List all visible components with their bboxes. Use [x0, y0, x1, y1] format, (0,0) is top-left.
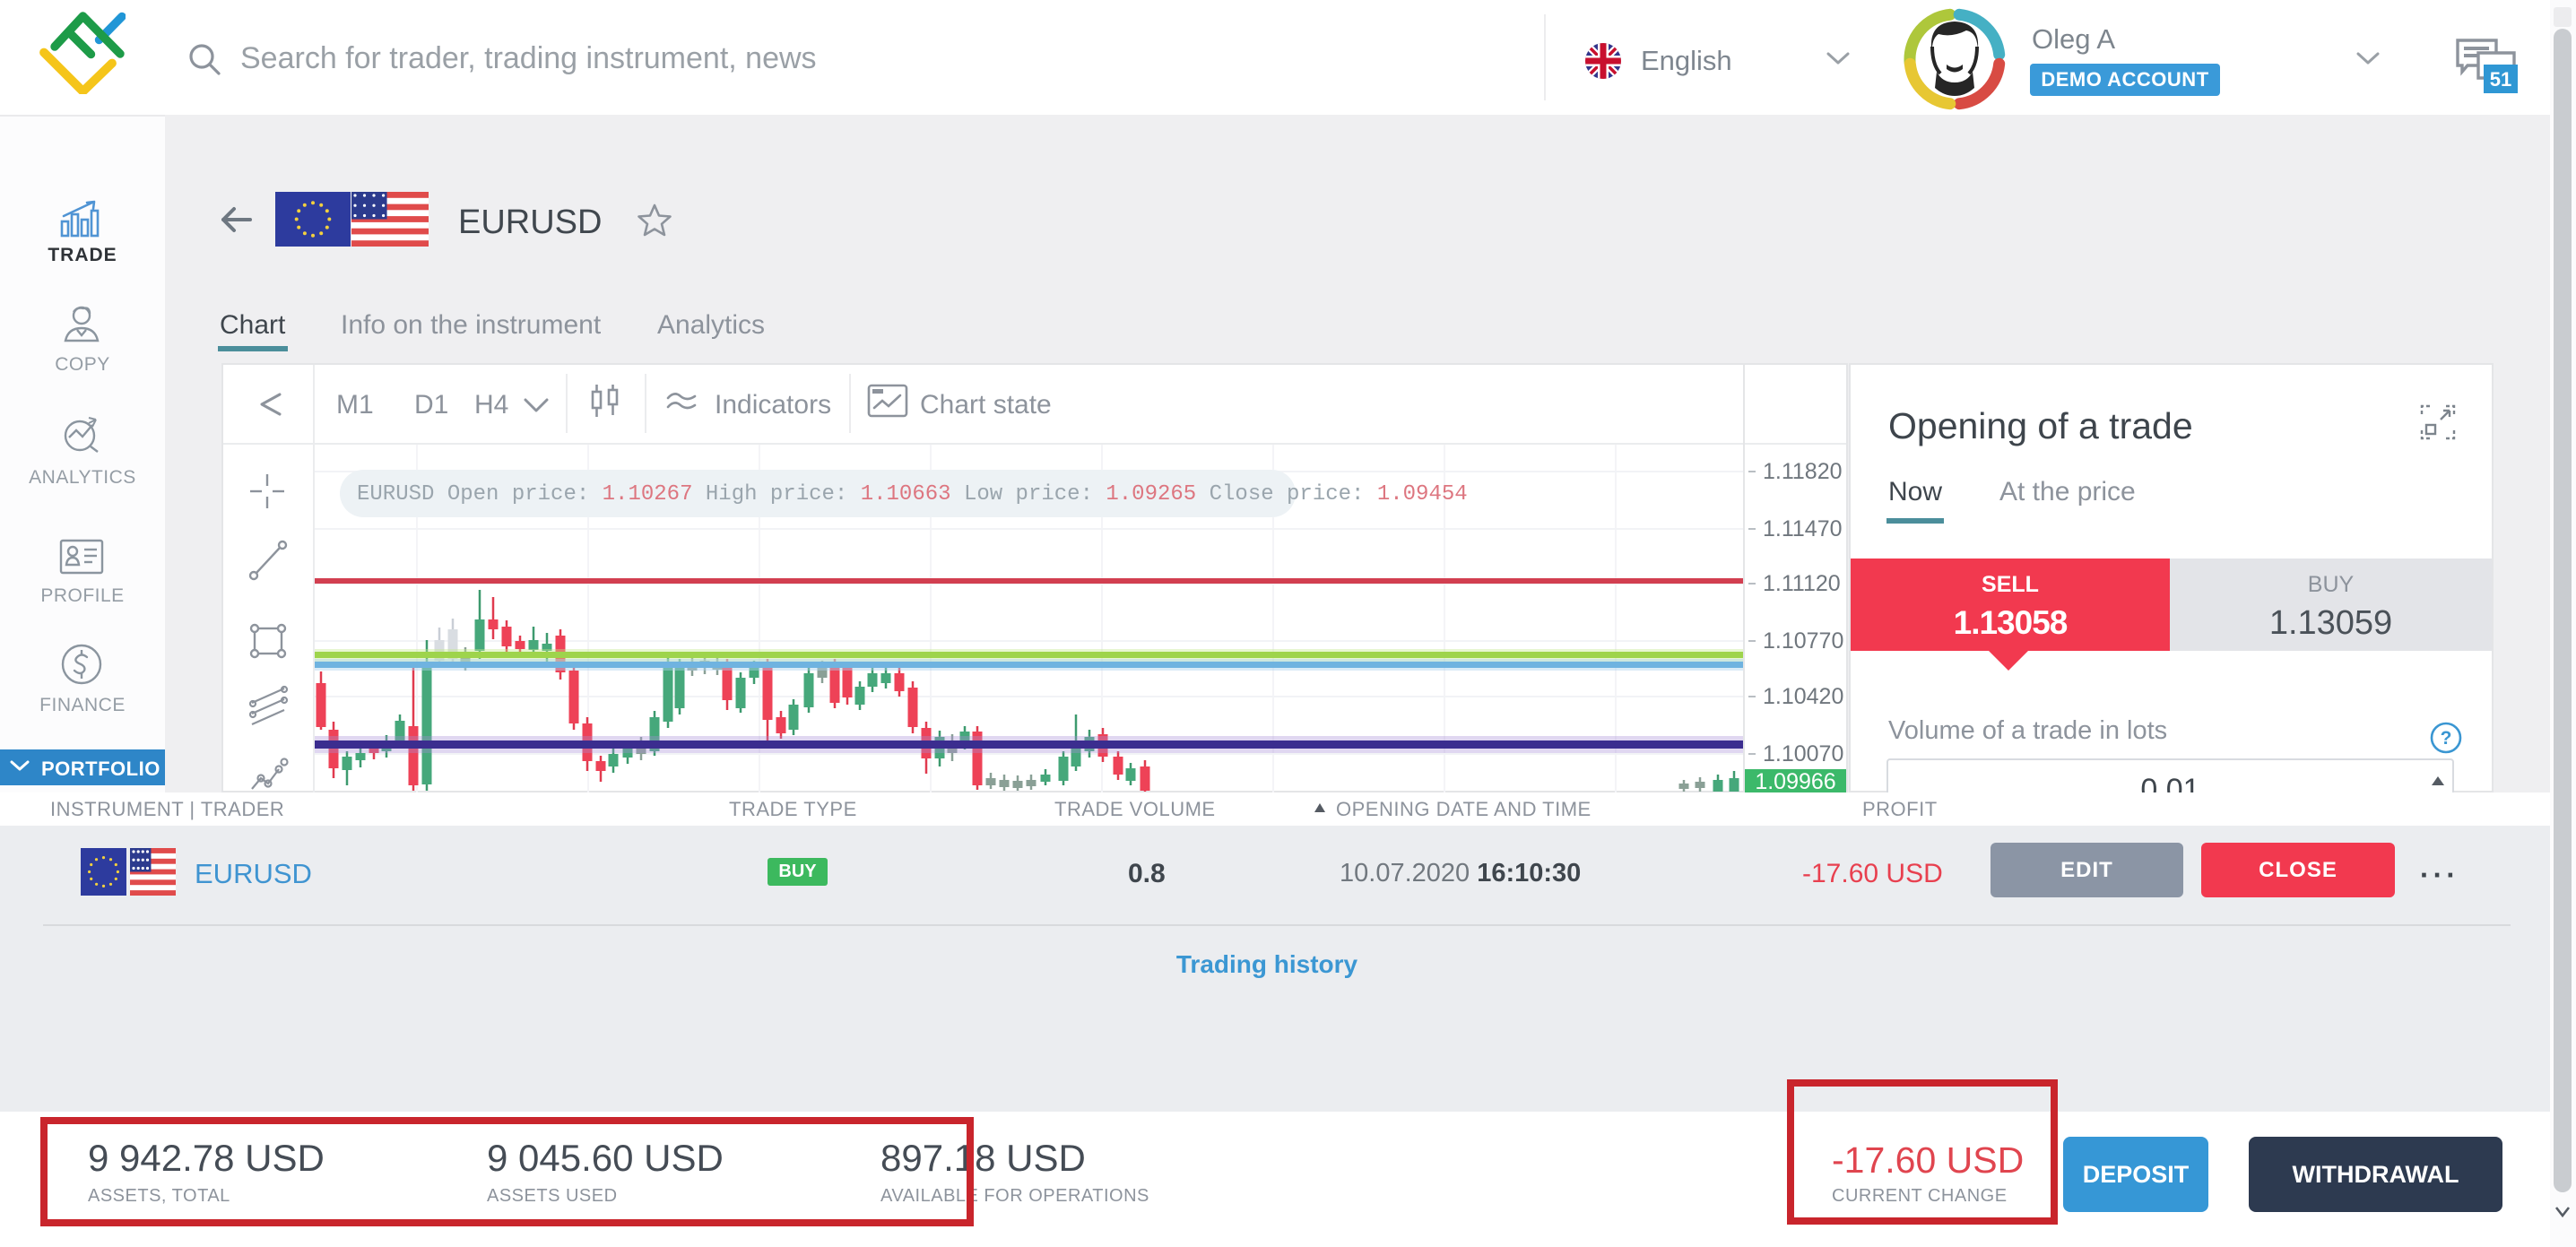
svg-text:?: ? — [2441, 728, 2452, 749]
svg-text:51: 51 — [2490, 68, 2511, 91]
